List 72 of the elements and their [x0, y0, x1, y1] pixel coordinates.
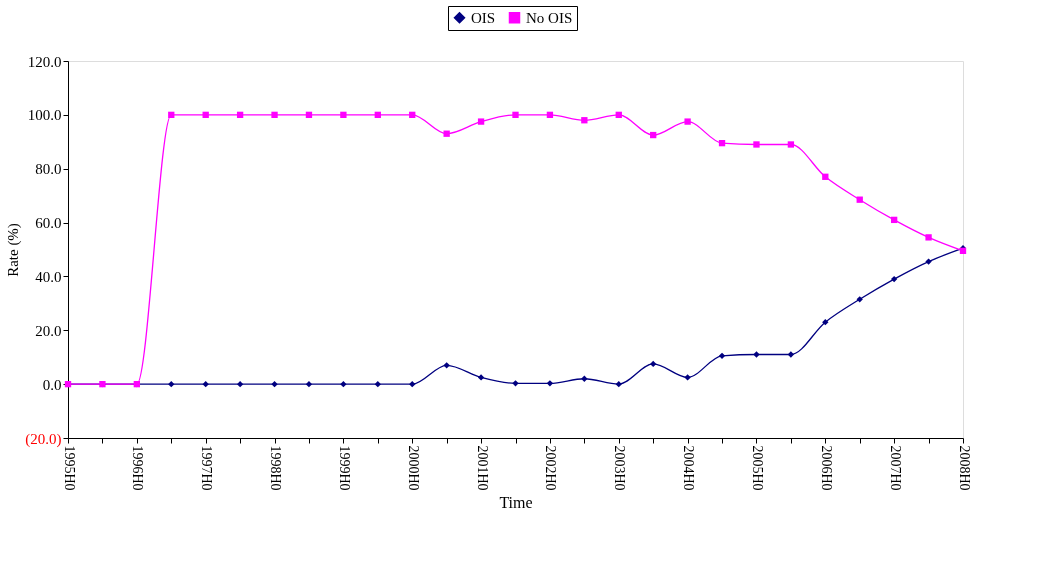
x-tick-label: 2007H0	[887, 445, 903, 491]
y-axis-title: Rate (%)	[5, 223, 23, 277]
point	[856, 296, 863, 303]
y-tick-label: (20.0)	[25, 430, 62, 448]
point	[890, 275, 898, 283]
point	[925, 234, 932, 241]
y-tick-label: 80.0	[35, 161, 62, 178]
point	[305, 111, 313, 119]
y-tick-label: 60.0	[35, 215, 62, 232]
x-tick-label: 2008H0	[956, 445, 972, 491]
x-tick-label: 2000H0	[405, 445, 421, 491]
point	[340, 111, 347, 119]
point	[546, 380, 554, 387]
point	[718, 139, 726, 147]
point	[753, 141, 760, 148]
point	[718, 352, 726, 360]
point	[236, 111, 244, 119]
y-tick-label: 0.0	[42, 376, 62, 393]
x-tick-label: 2002H0	[543, 445, 559, 491]
x-tick-label: 2004H0	[681, 445, 697, 491]
point	[615, 111, 622, 119]
point	[340, 380, 347, 388]
point	[409, 380, 416, 388]
point	[271, 111, 278, 119]
point	[168, 111, 175, 119]
point	[787, 141, 795, 148]
point	[477, 374, 485, 381]
point	[615, 380, 622, 388]
point	[684, 374, 691, 381]
y-tick-label: 20.0	[35, 322, 62, 339]
point	[822, 319, 829, 326]
x-tick-label: 1996H0	[130, 445, 146, 491]
point	[512, 380, 519, 387]
point	[443, 362, 450, 369]
point	[650, 360, 657, 368]
x-tick-label: 1998H0	[268, 445, 284, 491]
x-tick-label: 2003H0	[612, 445, 628, 491]
point	[581, 117, 588, 124]
point	[822, 173, 829, 180]
legend-label: OIS	[471, 9, 496, 26]
x-axis-title: Time	[499, 493, 533, 511]
point	[443, 130, 450, 137]
x-tick-label: 1999H0	[336, 445, 352, 491]
y-tick-label: 120.0	[27, 53, 62, 70]
point	[856, 196, 863, 203]
y-tick-label: 100.0	[27, 107, 62, 124]
x-tick-label: 2005H0	[749, 445, 765, 491]
x-tick-label: 2006H0	[818, 445, 834, 491]
point	[202, 380, 209, 388]
point	[546, 111, 554, 119]
point	[925, 258, 932, 265]
x-tick-label: 1997H0	[199, 445, 215, 491]
point	[581, 375, 588, 382]
point	[374, 111, 381, 119]
point	[753, 351, 760, 358]
point	[305, 380, 313, 388]
point	[409, 111, 416, 119]
point	[650, 131, 657, 139]
point	[477, 118, 485, 125]
point	[202, 111, 209, 119]
point	[236, 380, 244, 388]
point	[512, 111, 519, 119]
x-tick-label: 2001H0	[474, 445, 490, 491]
point	[168, 380, 175, 388]
legend-label: No OIS	[526, 9, 573, 26]
point	[787, 351, 795, 358]
point	[684, 118, 691, 125]
point	[271, 380, 278, 388]
point	[374, 380, 381, 388]
point	[890, 216, 898, 224]
y-tick-label: 40.0	[35, 268, 62, 285]
x-tick-label: 1995H0	[61, 445, 77, 491]
